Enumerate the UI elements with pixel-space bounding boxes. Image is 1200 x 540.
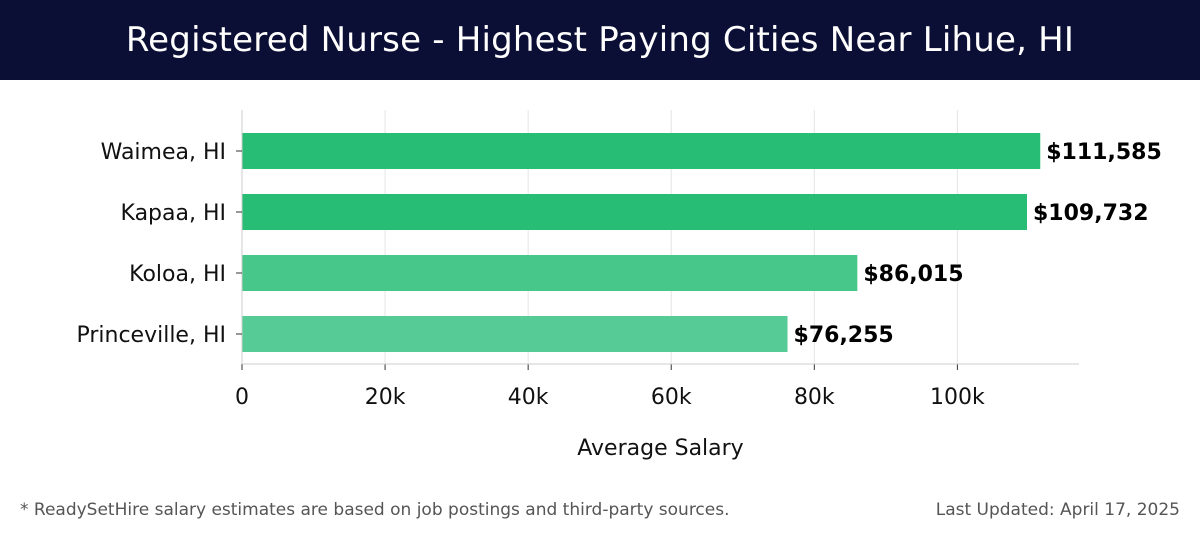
salary-bar-chart: 0 20k 40k 60k 80k 100k Waimea, HI $111,585 Kapaa… xyxy=(76,110,1162,461)
labels: 0 20k 40k 60k 80k 100k Waimea, HI $111,585 Kapaa… xyxy=(76,140,1161,461)
x-axis-title: Average Salary xyxy=(577,436,743,461)
footnote: * ReadySetHire salary estimates are base… xyxy=(20,500,730,520)
category-label: Waimea, HI xyxy=(101,140,226,165)
x-tick-label: 0 xyxy=(235,385,249,410)
category-label: Princeville, HI xyxy=(76,323,226,348)
bar xyxy=(242,255,858,291)
value-label: $86,015 xyxy=(863,262,963,287)
bar xyxy=(242,133,1041,169)
category-label: Koloa, HI xyxy=(129,262,226,287)
value-label: $111,585 xyxy=(1046,140,1162,165)
x-tick-label: 40k xyxy=(508,385,549,410)
last-updated: Last Updated: April 17, 2025 xyxy=(935,500,1180,520)
bar xyxy=(242,194,1028,230)
bars xyxy=(242,133,1041,352)
chart-header: Registered Nurse - Highest Paying Cities… xyxy=(0,0,1200,80)
x-tick-label: 80k xyxy=(794,385,835,410)
x-tick-label: 100k xyxy=(930,385,985,410)
chart-title: Registered Nurse - Highest Paying Cities… xyxy=(125,20,1075,60)
x-tick-label: 20k xyxy=(365,385,406,410)
category-label: Kapaa, HI xyxy=(121,201,226,226)
value-label: $109,732 xyxy=(1033,201,1149,226)
bar xyxy=(242,316,788,352)
x-tick-label: 60k xyxy=(651,385,692,410)
value-label: $76,255 xyxy=(794,323,894,348)
axes xyxy=(236,110,1079,370)
